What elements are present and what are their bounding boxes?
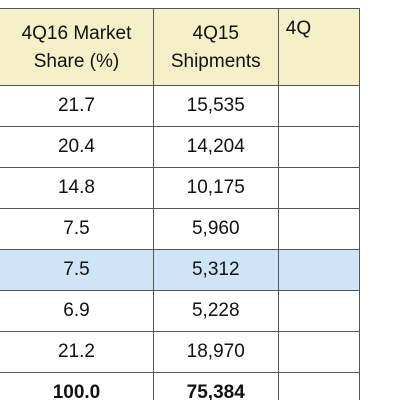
next-column-cell	[277, 290, 361, 332]
shipments-cell: 5,312	[152, 249, 279, 291]
highlighted-table-row: 7.5 5,312	[0, 249, 361, 291]
next-column-cell	[277, 167, 361, 209]
header-row: s 4Q16 Market Share (%) 4Q15 Shipments 4…	[0, 8, 361, 86]
table-row: 7.5 5,960	[0, 208, 361, 250]
shipments-total-cell: 75,384	[152, 372, 279, 400]
shipments-cell: 15,535	[152, 85, 279, 127]
market-share-cell: 14.8	[0, 167, 154, 209]
market-share-cell: 6.9	[0, 290, 154, 332]
table-row: 6.9 5,228	[0, 290, 361, 332]
next-column-cell	[277, 208, 361, 250]
market-share-cell: 20.4	[0, 126, 154, 168]
total-row: 100.0 75,384	[0, 372, 361, 400]
shipments-cell: 14,204	[152, 126, 279, 168]
next-column-cell	[277, 126, 361, 168]
shipments-cell: 10,175	[152, 167, 279, 209]
market-share-cell: 21.7	[0, 85, 154, 127]
next-column-cell	[277, 249, 361, 291]
market-share-cell: 7.5	[0, 208, 154, 250]
table-row: 21.2 18,970	[0, 331, 361, 373]
next-column-cell	[277, 85, 361, 127]
next-header-line-1: 4Q	[285, 18, 312, 39]
next-column-cell	[277, 372, 361, 400]
market-share-column-header: 4Q16 Market Share (%)	[0, 8, 154, 86]
table-row: 21.7 15,535	[0, 85, 361, 127]
market-share-cell: 7.5	[0, 249, 154, 291]
table-row: 14.8 10,175	[0, 167, 361, 209]
shipments-cell: 18,970	[152, 331, 279, 373]
next-column-cell	[277, 331, 361, 373]
market-share-header-line-2: Share (%)	[33, 50, 120, 72]
market-share-total-cell: 100.0	[0, 372, 154, 400]
market-share-header-line-1: 4Q16 Market	[21, 22, 132, 44]
shipments-column-header: 4Q15 Shipments	[152, 8, 279, 86]
market-share-table: s 4Q16 Market Share (%) 4Q15 Shipments 4…	[0, 8, 361, 400]
table-row: 20.4 14,204	[0, 126, 361, 168]
shipments-cell: 5,960	[152, 208, 279, 250]
market-share-cell: 21.2	[0, 331, 154, 373]
shipments-header-line-1: 4Q15	[192, 22, 239, 44]
shipments-cell: 5,228	[152, 290, 279, 332]
next-column-header: 4Q	[277, 8, 361, 86]
shipments-header-line-2: Shipments	[170, 50, 261, 72]
